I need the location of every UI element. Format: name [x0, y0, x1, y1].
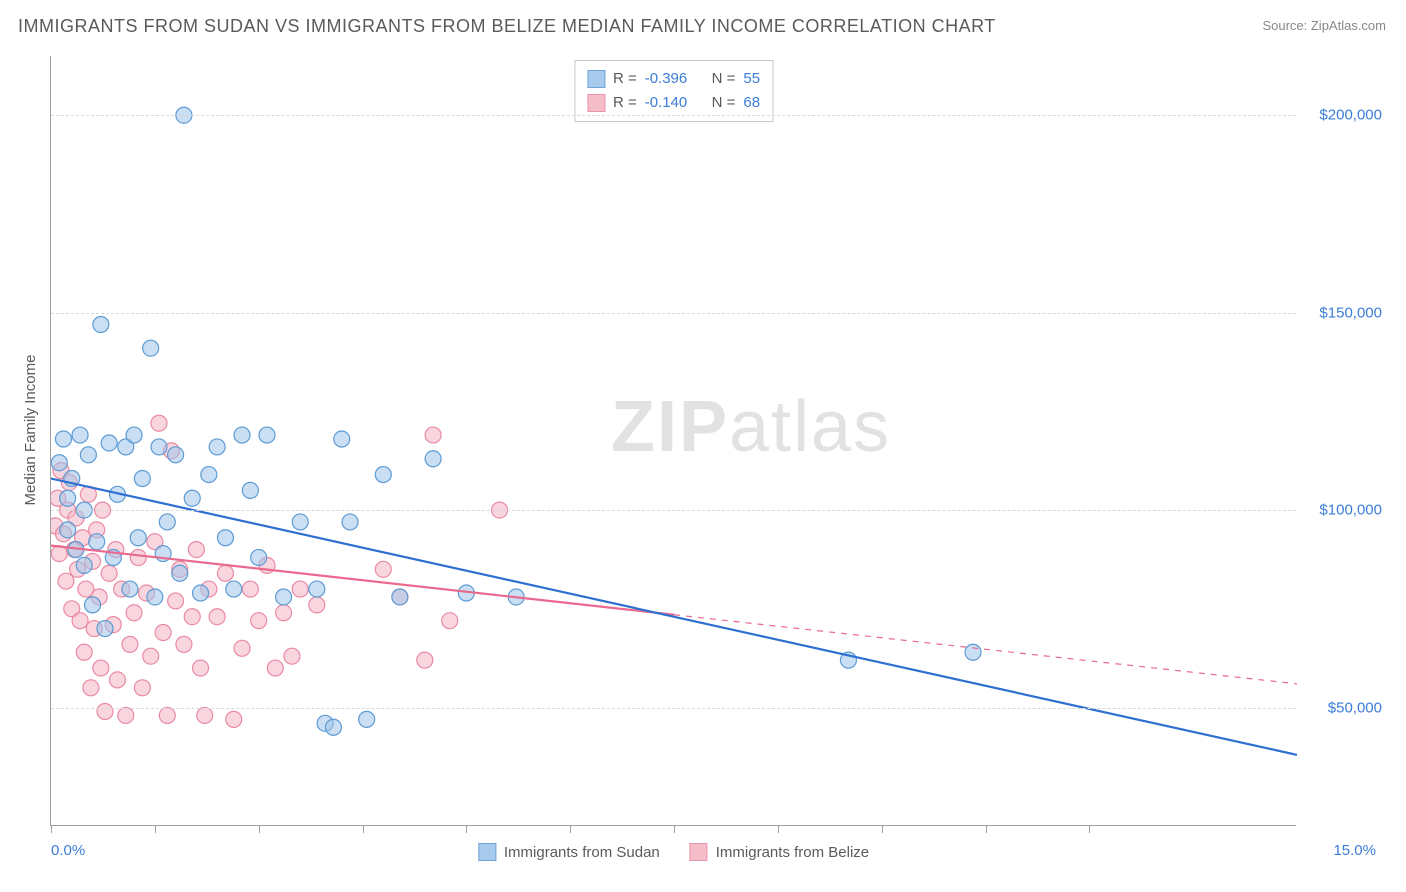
- r-label: R =: [613, 67, 637, 91]
- x-axis-max-label: 15.0%: [1333, 842, 1376, 859]
- x-tick: [259, 825, 260, 833]
- x-tick: [882, 825, 883, 833]
- swatch-belize-icon: [690, 843, 708, 861]
- legend-label-sudan: Immigrants from Sudan: [504, 844, 660, 861]
- scatter-svg: [51, 56, 1297, 826]
- x-tick: [363, 825, 364, 833]
- grid-line: [51, 115, 1296, 116]
- swatch-sudan-icon: [478, 843, 496, 861]
- grid-line: [51, 510, 1296, 511]
- x-tick: [986, 825, 987, 833]
- y-axis-title: Median Family Income: [22, 355, 39, 506]
- swatch-belize-icon: [587, 94, 605, 112]
- x-tick: [51, 825, 52, 833]
- swatch-sudan-icon: [587, 70, 605, 88]
- n-label: N =: [712, 67, 736, 91]
- x-axis-min-label: 0.0%: [51, 842, 85, 859]
- legend-stats-box: R = -0.396 N = 55 R = -0.140 N = 68: [574, 60, 773, 122]
- source-label: Source: ZipAtlas.com: [1262, 18, 1386, 33]
- chart-plot-area: ZIPatlas R = -0.396 N = 55 R = -0.140 N …: [50, 56, 1296, 826]
- grid-line: [51, 313, 1296, 314]
- legend-stats-row-belize: R = -0.140 N = 68: [587, 91, 760, 115]
- x-tick: [674, 825, 675, 833]
- x-tick: [570, 825, 571, 833]
- legend-label-belize: Immigrants from Belize: [716, 844, 869, 861]
- y-tick-label: $50,000: [1328, 699, 1382, 716]
- legend-item-belize: Immigrants from Belize: [690, 843, 869, 861]
- x-tick: [1089, 825, 1090, 833]
- r-label: R =: [613, 91, 637, 115]
- chart-title: IMMIGRANTS FROM SUDAN VS IMMIGRANTS FROM…: [18, 16, 996, 37]
- y-tick-label: $200,000: [1319, 107, 1382, 124]
- legend-item-sudan: Immigrants from Sudan: [478, 843, 660, 861]
- r-value-sudan: -0.396: [645, 67, 688, 91]
- x-tick: [778, 825, 779, 833]
- n-label: N =: [712, 91, 736, 115]
- x-tick: [466, 825, 467, 833]
- source-name: ZipAtlas.com: [1311, 18, 1386, 33]
- y-tick-label: $100,000: [1319, 502, 1382, 519]
- n-value-sudan: 55: [743, 67, 760, 91]
- legend-bottom: Immigrants from Sudan Immigrants from Be…: [478, 843, 869, 861]
- source-prefix: Source:: [1262, 18, 1310, 33]
- r-value-belize: -0.140: [645, 91, 688, 115]
- x-tick: [155, 825, 156, 833]
- legend-stats-row-sudan: R = -0.396 N = 55: [587, 67, 760, 91]
- grid-line: [51, 708, 1296, 709]
- n-value-belize: 68: [743, 91, 760, 115]
- y-tick-label: $150,000: [1319, 304, 1382, 321]
